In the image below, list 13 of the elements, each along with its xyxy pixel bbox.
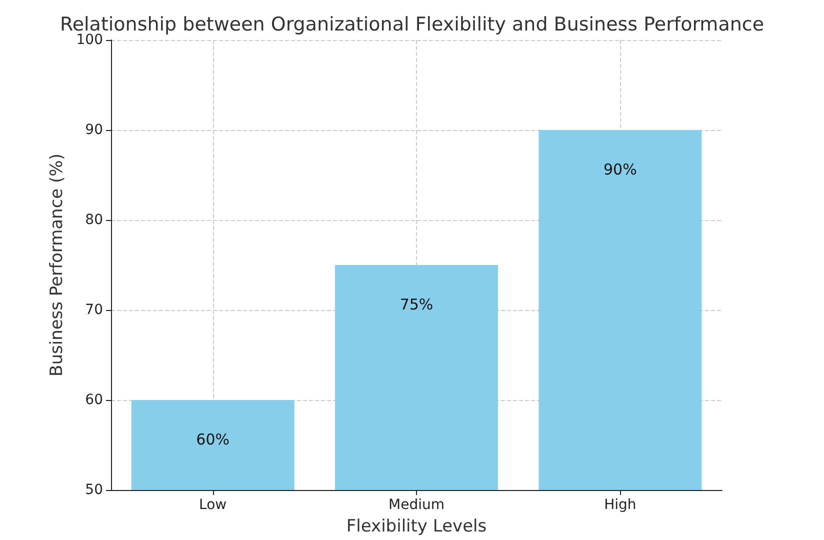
y-tick-label: 70 bbox=[85, 302, 103, 318]
x-tick-label: Medium bbox=[388, 497, 444, 513]
data-label: 60% bbox=[196, 430, 230, 448]
data-label: 75% bbox=[400, 296, 434, 314]
y-tick-label: 90 bbox=[85, 122, 103, 138]
data-label: 90% bbox=[603, 160, 637, 178]
y-tick-label: 50 bbox=[85, 482, 103, 498]
y-axis-title: Business Performance (%) bbox=[46, 154, 67, 376]
x-tick-label: High bbox=[604, 497, 636, 513]
x-axis-title: Flexibility Levels bbox=[346, 516, 487, 536]
x-tick-label: Low bbox=[199, 497, 227, 513]
y-tick-label: 80 bbox=[85, 212, 103, 228]
y-tick-label: 60 bbox=[85, 392, 103, 408]
